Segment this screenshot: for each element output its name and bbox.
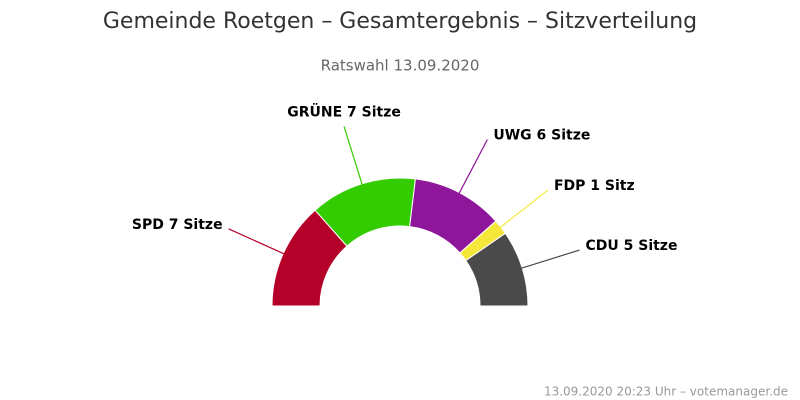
connector xyxy=(228,228,286,255)
data-label: FDP 1 Sitz xyxy=(554,178,635,194)
connector xyxy=(520,249,580,270)
data-label: GRÜNE 7 Sitze xyxy=(287,103,401,121)
data-label: SPD 7 Sitze xyxy=(132,217,223,233)
credits: 13.09.2020 20:23 Uhr – votemanager.de xyxy=(544,385,788,399)
chart-subtitle: Ratswahl 13.09.2020 xyxy=(321,57,480,75)
connector xyxy=(498,189,549,229)
connector xyxy=(458,139,488,195)
data-label: CDU 5 Sitze xyxy=(585,238,677,254)
data-label: UWG 6 Sitze xyxy=(493,128,590,144)
chart-title: Gemeinde Roetgen – Gesamtergebnis – Sitz… xyxy=(103,9,697,34)
segment xyxy=(465,232,529,307)
connector xyxy=(343,126,364,186)
